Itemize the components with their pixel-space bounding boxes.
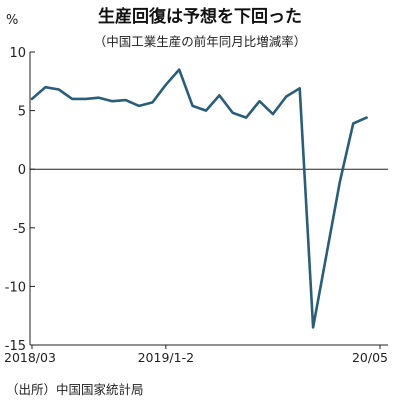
- data-point: [339, 181, 341, 183]
- y-tick-label: 5: [18, 105, 26, 120]
- data-point: [352, 122, 355, 125]
- source-note: （出所）中国国家統計局: [6, 382, 144, 397]
- data-point: [124, 99, 127, 101]
- data-point: [138, 105, 140, 107]
- data-point: [258, 100, 261, 102]
- y-unit-label: %: [6, 13, 18, 28]
- data-point: [98, 96, 100, 99]
- data-point: [165, 84, 167, 86]
- y-tick-label: -15: [5, 339, 26, 354]
- data-point: [84, 98, 87, 100]
- data-point: [191, 105, 194, 107]
- data-point: [312, 326, 314, 329]
- chart-axes: [29, 52, 388, 346]
- series-line: [30, 68, 368, 329]
- data-point: [298, 87, 301, 90]
- y-axis-ticks: 10 5 0 -5 -10 -15: [5, 46, 35, 354]
- data-point: [58, 88, 60, 91]
- data-point: [71, 98, 73, 100]
- data-point: [111, 100, 114, 102]
- chart-title: 生産回復は予想を下回った: [98, 6, 302, 27]
- data-point: [232, 112, 234, 114]
- y-tick-label: 0: [18, 163, 26, 178]
- chart-subtitle: （中国工業生産の前年同月比増減率）: [94, 34, 307, 49]
- data-point: [151, 101, 154, 104]
- x-tick-label: 2019/1-2: [138, 350, 194, 365]
- y-tick-label: 10: [9, 46, 26, 61]
- plot-area: [30, 68, 368, 329]
- data-point: [285, 95, 288, 98]
- x-axis-ticks: 2018/03 2019/1-2 20/05: [4, 345, 388, 365]
- y-tick-label: -5: [13, 222, 26, 237]
- data-point: [178, 68, 180, 71]
- data-point: [44, 86, 47, 88]
- data-point: [218, 94, 221, 97]
- data-point: [245, 116, 247, 119]
- x-tick-label: 20/05: [352, 350, 388, 365]
- x-tick-label: 2018/03: [4, 350, 56, 365]
- data-point: [31, 98, 33, 100]
- y-tick-label: -10: [5, 280, 26, 295]
- data-point: [272, 113, 274, 115]
- data-point: [205, 109, 207, 112]
- data-point: [365, 116, 368, 119]
